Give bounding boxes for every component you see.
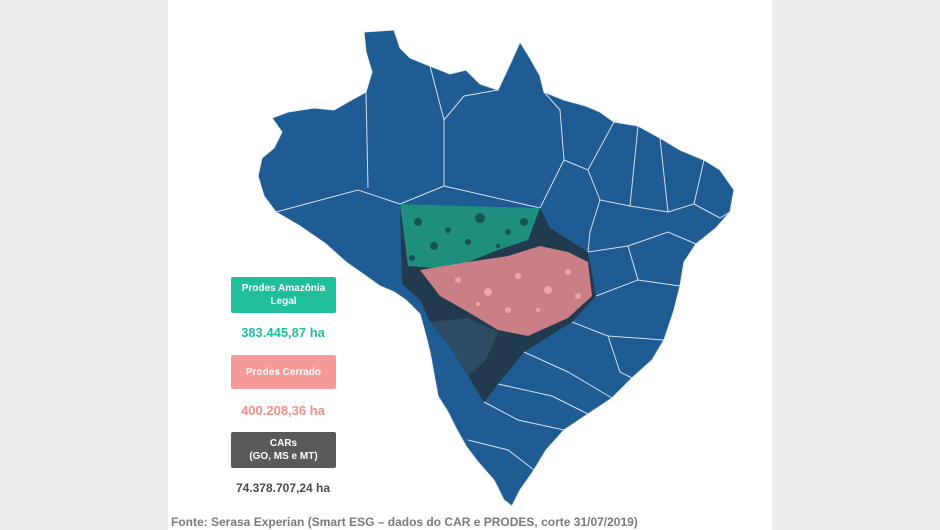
source-caption: Fonte: Serasa Experian (Smart ESG – dado…: [171, 515, 638, 529]
legend-prodes-amazonia-line2: Legal: [270, 296, 297, 307]
legend-prodes-amazonia: Prodes Amazônia Legal: [231, 277, 336, 313]
legend-prodes-cerrado: Prodes Cerrado: [231, 355, 336, 389]
legend-prodes-amazonia-line1: Prodes Amazônia: [241, 283, 326, 294]
cerrado-value: 400.208,36 ha: [241, 403, 325, 418]
legend-cars: CARs (GO, MS e MT): [231, 432, 336, 468]
amazonia-value: 383.445,87 ha: [241, 325, 325, 340]
brazil-map: [257, 29, 735, 507]
legend-cars-line1: CARs: [269, 438, 298, 449]
legend-cars-line2: (GO, MS e MT): [249, 451, 318, 462]
legend-prodes-cerrado-label: Prodes Cerrado: [245, 366, 322, 378]
cars-value: 74.378.707,24 ha: [235, 481, 331, 495]
state-borders: [275, 65, 731, 471]
